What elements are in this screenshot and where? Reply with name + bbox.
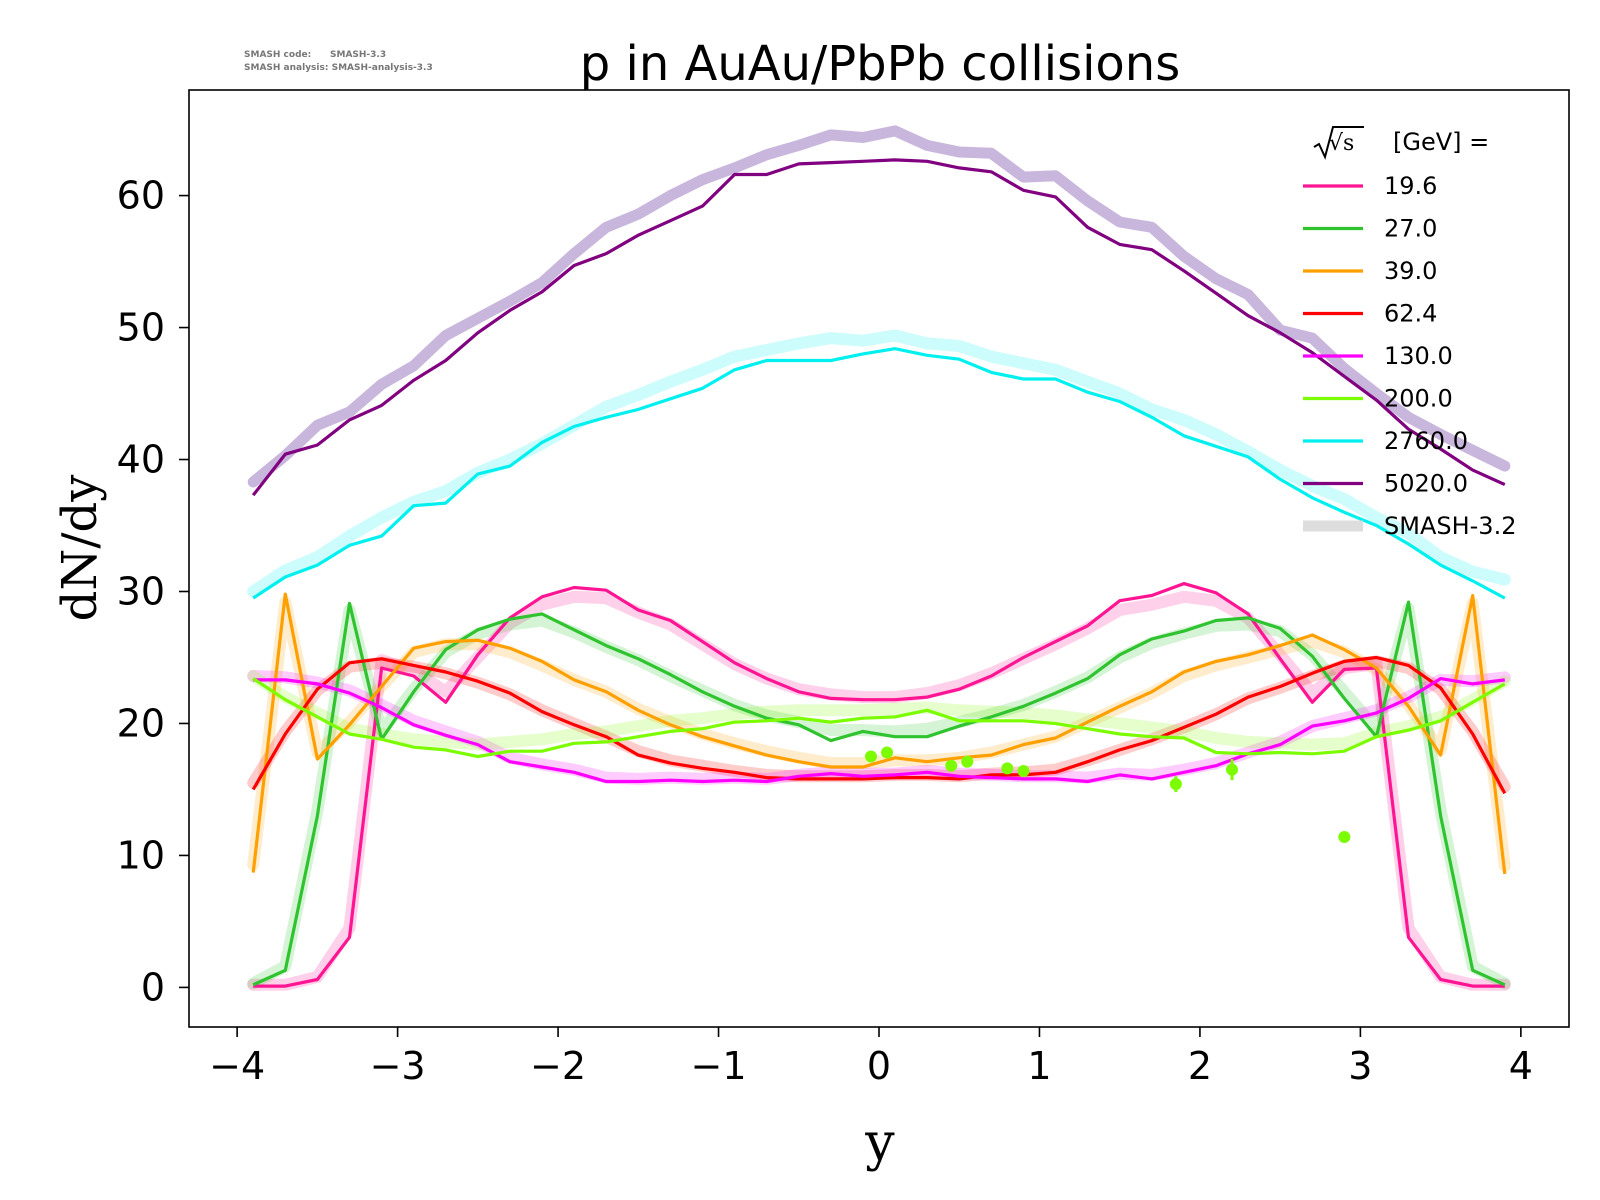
x-tick-label-1: −3 xyxy=(370,1044,426,1088)
data-point-6 xyxy=(1169,778,1182,791)
x-tick-label-3: −1 xyxy=(691,1044,747,1088)
data-point-3 xyxy=(961,755,974,768)
data-point-2 xyxy=(945,759,958,772)
y-tick-label-6: 60 xyxy=(117,174,165,218)
series-line-130.0 xyxy=(253,676,1505,784)
ref-line-19.6 xyxy=(247,590,1511,991)
legend-label-19.6: 19.6 xyxy=(1384,172,1437,200)
legend-label-200.0: 200.0 xyxy=(1384,385,1453,413)
smash-analysis-note: SMASH analysis: SMASH-analysis-3.3 xyxy=(244,63,433,73)
smash-code-note: SMASH code: SMASH-3.3 xyxy=(244,50,387,60)
series-line-62.4 xyxy=(251,655,1507,795)
data-point-4 xyxy=(1001,762,1014,775)
x-tick-label-7: 3 xyxy=(1348,1044,1372,1088)
legend-label-27.0: 27.0 xyxy=(1384,215,1437,243)
data-point-8 xyxy=(1338,830,1351,843)
legend-label-5020.0: 5020.0 xyxy=(1384,470,1468,498)
reference-lines xyxy=(247,125,1511,991)
y-tick-label-5: 50 xyxy=(117,306,165,350)
ref-line-200.0 xyxy=(247,670,1511,751)
data-point-0 xyxy=(864,750,877,763)
series-lines xyxy=(251,158,1507,988)
data-point-5 xyxy=(1017,764,1030,777)
series-line-2760.0 xyxy=(252,347,1506,600)
x-tick-label-6: 2 xyxy=(1188,1044,1212,1088)
x-tick-label-4: 0 xyxy=(867,1044,891,1088)
y-tick-label-3: 30 xyxy=(117,569,165,613)
x-axis-label: y xyxy=(864,1113,895,1173)
data-point-7 xyxy=(1226,763,1239,776)
data-point-1 xyxy=(881,746,894,759)
plot-frame xyxy=(188,89,1570,1028)
legend: √s [GeV] = 19.6 27.0 39.0 62.4 130.0 200.0 276… xyxy=(1303,126,1516,540)
legend-sqrt-sign xyxy=(1313,126,1364,160)
x-tick-label-8: 4 xyxy=(1509,1044,1533,1088)
y-axis-label: dN/dy xyxy=(52,475,108,622)
x-tick-label-0: −4 xyxy=(209,1044,265,1088)
legend-label-130.0: 130.0 xyxy=(1384,342,1453,370)
x-tick-label-5: 1 xyxy=(1027,1044,1051,1088)
x-tick-label-2: −2 xyxy=(530,1044,586,1088)
y-tick-label-2: 20 xyxy=(117,701,165,745)
legend-label-reference: SMASH-3.2 xyxy=(1384,512,1516,540)
ref-line-5020.0 xyxy=(247,125,1511,488)
ref-line-2760.0 xyxy=(247,329,1511,598)
series-line-39.0 xyxy=(251,592,1507,875)
chart-title: p in AuAu/PbPb collisions xyxy=(580,36,1180,92)
legend-label-39.0: 39.0 xyxy=(1384,257,1437,285)
legend-title: [GeV] = xyxy=(1393,128,1489,156)
experimental-points xyxy=(864,746,1351,843)
series-line-5020.0 xyxy=(251,158,1506,497)
y-tick-label-1: 10 xyxy=(117,833,165,877)
legend-label-62.4: 62.4 xyxy=(1384,300,1437,328)
series-line-200.0 xyxy=(252,677,1506,759)
y-tick-label-4: 40 xyxy=(117,438,165,482)
legend-title-root: √s xyxy=(1329,131,1354,156)
legend-label-2760.0: 2760.0 xyxy=(1384,427,1468,455)
y-tick-label-0: 0 xyxy=(141,965,165,1009)
